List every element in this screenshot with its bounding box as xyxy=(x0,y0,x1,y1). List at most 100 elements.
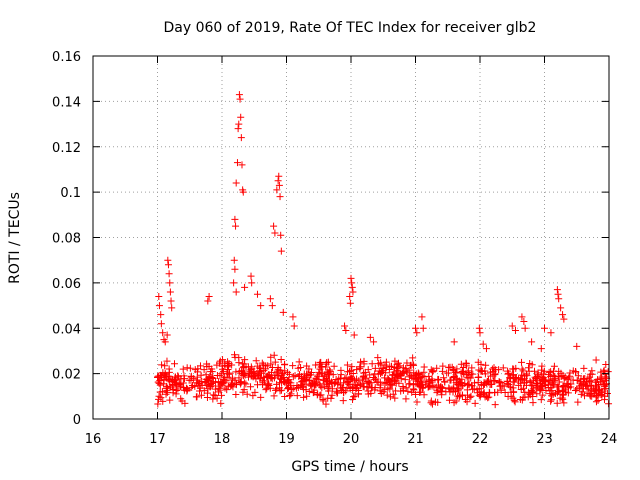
data-point xyxy=(220,378,228,386)
data-point xyxy=(237,113,245,121)
data-point xyxy=(433,364,441,372)
data-point xyxy=(155,292,163,300)
data-point xyxy=(260,367,268,375)
data-point xyxy=(353,366,361,374)
data-point xyxy=(412,390,420,398)
data-point xyxy=(284,385,292,393)
data-point xyxy=(364,387,372,395)
data-point xyxy=(449,388,457,396)
data-point xyxy=(381,361,389,369)
data-point xyxy=(232,179,240,187)
data-point xyxy=(457,360,465,368)
data-point xyxy=(224,366,232,374)
data-point xyxy=(445,384,453,392)
data-point xyxy=(509,384,517,392)
data-point xyxy=(537,345,545,353)
data-point xyxy=(475,324,483,332)
data-point xyxy=(545,368,553,376)
data-point xyxy=(217,399,225,407)
data-point xyxy=(391,378,399,386)
data-point xyxy=(434,375,442,383)
data-point xyxy=(592,356,600,364)
data-point xyxy=(434,387,442,395)
data-point xyxy=(387,381,395,389)
data-point xyxy=(416,374,424,382)
data-point xyxy=(576,378,584,386)
data-point xyxy=(314,375,322,383)
data-point xyxy=(288,385,296,393)
data-point xyxy=(386,385,394,393)
data-point xyxy=(235,91,243,99)
data-point xyxy=(324,371,332,379)
data-point xyxy=(567,380,575,388)
data-point xyxy=(217,391,225,399)
data-point xyxy=(278,369,286,377)
data-point xyxy=(209,391,217,399)
data-point xyxy=(193,373,201,381)
data-point xyxy=(166,396,174,404)
data-point xyxy=(227,379,235,387)
data-point xyxy=(290,322,298,330)
data-point xyxy=(557,373,565,381)
data-point xyxy=(479,340,487,348)
data-point xyxy=(277,231,285,239)
data-point xyxy=(507,375,515,383)
data-point xyxy=(461,379,469,387)
data-point xyxy=(156,376,164,384)
data-point xyxy=(163,331,171,339)
data-point xyxy=(521,372,529,380)
data-point xyxy=(328,391,336,399)
data-point xyxy=(449,373,457,381)
data-point xyxy=(275,181,283,189)
data-point xyxy=(377,381,385,389)
data-point xyxy=(159,397,167,405)
data-point xyxy=(237,134,245,142)
data-point xyxy=(481,393,489,401)
data-point xyxy=(376,387,384,395)
data-point xyxy=(316,365,324,373)
data-point xyxy=(556,394,564,402)
data-point xyxy=(349,288,357,296)
data-point xyxy=(232,368,240,376)
data-point xyxy=(271,229,279,237)
data-point xyxy=(370,338,378,346)
data-point xyxy=(509,365,517,373)
data-point xyxy=(549,371,557,379)
data-point xyxy=(171,379,179,387)
data-point xyxy=(471,399,479,407)
data-point xyxy=(295,358,303,366)
data-point xyxy=(464,368,472,376)
data-point xyxy=(544,384,552,392)
data-point xyxy=(164,261,172,269)
data-point xyxy=(573,377,581,385)
data-point xyxy=(514,375,522,383)
data-point xyxy=(559,391,567,399)
data-point xyxy=(154,400,162,408)
data-point xyxy=(373,378,381,386)
data-point xyxy=(551,375,559,383)
data-point xyxy=(224,358,232,366)
data-point xyxy=(419,324,427,332)
y-tick-label: 0.1 xyxy=(60,186,81,201)
data-point xyxy=(277,247,285,255)
data-point xyxy=(585,385,593,393)
data-point xyxy=(274,177,282,185)
data-point xyxy=(358,375,366,383)
data-point xyxy=(511,398,519,406)
data-point xyxy=(155,302,163,310)
data-point xyxy=(406,380,414,388)
x-tick-label: 21 xyxy=(407,432,424,447)
data-point xyxy=(247,363,255,371)
data-point xyxy=(533,390,541,398)
data-point xyxy=(418,313,426,321)
data-point xyxy=(293,392,301,400)
data-point xyxy=(383,391,391,399)
y-axis-label: ROTI / TECUs xyxy=(7,192,23,284)
data-point xyxy=(413,398,421,406)
data-point xyxy=(392,374,400,382)
x-axis-ticks: 16 17 18 19 20 21 22 23 24 xyxy=(85,56,617,447)
data-point xyxy=(393,365,401,373)
data-point xyxy=(389,371,397,379)
data-point xyxy=(459,368,467,376)
data-point xyxy=(463,373,471,381)
